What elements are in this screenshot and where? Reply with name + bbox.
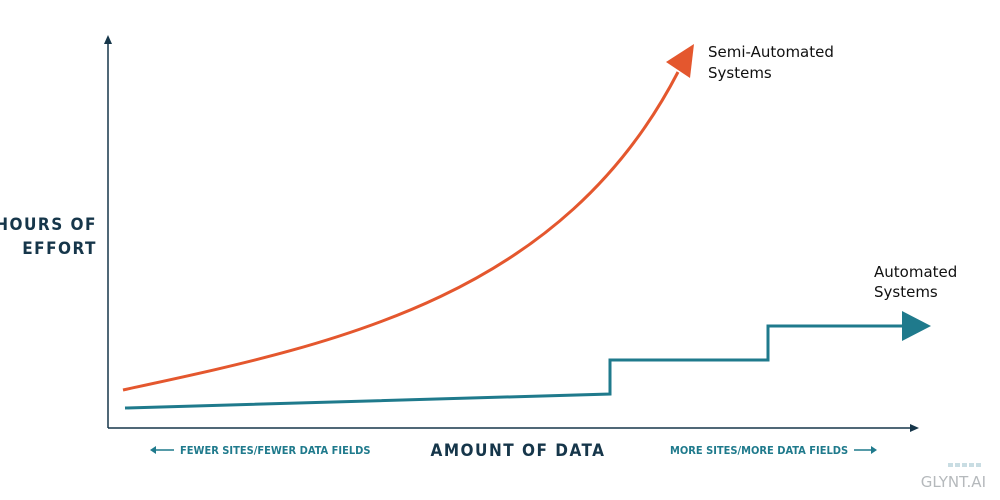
curve-label: Automated (874, 263, 957, 281)
x-axis-arrow (910, 424, 919, 432)
left-note: FEWER SITES/FEWER DATA FIELDS (180, 444, 370, 457)
right-note: MORE SITES/MORE DATA FIELDS (670, 444, 848, 457)
semi-automated-curve (122, 71, 680, 392)
y-axis-arrow (104, 35, 112, 44)
automated-arrow (902, 311, 931, 341)
y-axis-label: EFFORT (22, 239, 97, 259)
x-axis-label: AMOUNT OF DATA (431, 441, 606, 461)
semi-automated-arrow (666, 44, 694, 78)
note-arrow-head (150, 446, 156, 454)
curve-label: Systems (874, 283, 938, 301)
y-axis-label: HOURS OF (0, 215, 97, 235)
automated-line (124, 324, 905, 410)
logo: GLYNT.AI (921, 473, 986, 491)
logo-mark (948, 463, 981, 467)
curve-label: Systems (708, 64, 772, 82)
curve-label: Semi-Automated (708, 43, 834, 61)
note-arrow-head (871, 446, 877, 454)
